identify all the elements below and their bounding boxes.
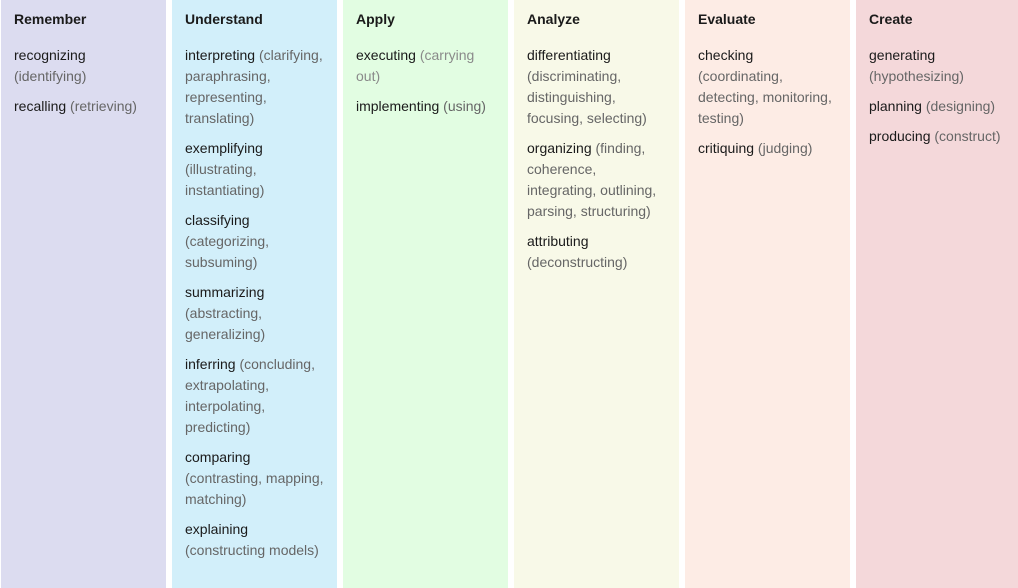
item-synonyms: (finding, coherence, integrating, outlin… [527, 140, 657, 219]
item-synonyms: (coordinating, detecting, monitoring, te… [698, 68, 832, 126]
column-remember: Remember recognizing (identifying) recal… [1, 0, 166, 588]
list-item: recalling (retrieving) [14, 96, 156, 117]
item-term: checking [698, 47, 754, 63]
list-item: producing (construct) [869, 126, 1011, 147]
list-item: comparing (contrasting, mapping, matchin… [185, 447, 327, 510]
column-title: Analyze [527, 11, 580, 27]
list-item: planning (designing) [869, 96, 1011, 117]
column-apply: Apply executing (carrying out) implement… [343, 0, 508, 588]
item-synonyms: (categorizing, subsuming) [185, 233, 270, 270]
column-title: Understand [185, 11, 263, 27]
list-item: inferring (concluding, extrapolating, in… [185, 354, 327, 438]
item-synonyms: (using) [443, 98, 486, 114]
item-term: recognizing [14, 47, 86, 63]
item-term: comparing [185, 449, 251, 465]
list-item: classifying (categorizing, subsuming) [185, 210, 327, 273]
item-term: interpreting [185, 47, 256, 63]
item-term: explaining [185, 521, 249, 537]
item-term: inferring [185, 356, 236, 372]
item-synonyms: (concluding, extrapolating, interpolatin… [185, 356, 315, 435]
column-title: Evaluate [698, 11, 756, 27]
item-synonyms: (carrying out) [356, 47, 475, 84]
list-item: critiquing (judging) [698, 138, 840, 159]
list-item: executing (carrying out) [356, 45, 498, 87]
list-item: exemplifying (illustrating, instantiatin… [185, 138, 327, 201]
list-item: implementing (using) [356, 96, 498, 117]
column-analyze: Analyze differentiating (discriminating,… [514, 0, 679, 588]
item-term: implementing [356, 98, 440, 114]
item-term: critiquing [698, 140, 755, 156]
item-synonyms: (contrasting, mapping, matching) [185, 470, 324, 507]
item-term: classifying [185, 212, 250, 228]
item-term: differentiating [527, 47, 611, 63]
item-synonyms: (discriminating, distinguishing, focusin… [527, 68, 647, 126]
item-synonyms: (judging) [757, 140, 813, 156]
item-synonyms: (retrieving) [70, 98, 137, 114]
list-item: explaining (constructing models) [185, 519, 327, 561]
item-synonyms: (deconstructing) [527, 254, 628, 270]
item-term: executing [356, 47, 416, 63]
column-evaluate: Evaluate checking (coordinating, detecti… [685, 0, 850, 588]
item-term: attributing [527, 233, 589, 249]
item-synonyms: (constructing models) [185, 542, 319, 558]
item-term: generating [869, 47, 936, 63]
item-synonyms: (designing) [925, 98, 996, 114]
item-term: summarizing [185, 284, 265, 300]
item-term: organizing [527, 140, 592, 156]
item-synonyms: (hypothesizing) [869, 68, 964, 84]
item-term: recalling [14, 98, 67, 114]
list-item: recognizing (identifying) [14, 45, 156, 87]
list-item: summarizing (abstracting, generalizing) [185, 282, 327, 345]
item-synonyms: (illustrating, instantiating) [185, 161, 265, 198]
list-item: organizing (finding, coherence, integrat… [527, 138, 669, 222]
item-synonyms: (identifying) [14, 68, 87, 84]
list-item: interpreting (clarifying, paraphrasing, … [185, 45, 327, 129]
item-synonyms: (abstracting, generalizing) [185, 305, 266, 342]
column-title: Create [869, 11, 913, 27]
item-term: producing [869, 128, 931, 144]
list-item: differentiating (discriminating, disting… [527, 45, 669, 129]
column-title: Apply [356, 11, 395, 27]
item-term: planning [869, 98, 922, 114]
item-synonyms: (construct) [934, 128, 1001, 144]
list-item: generating (hypothesizing) [869, 45, 1011, 87]
item-term: exemplifying [185, 140, 263, 156]
column-understand: Understand interpreting (clarifying, par… [172, 0, 337, 588]
list-item: attributing (deconstructing) [527, 231, 669, 273]
list-item: checking (coordinating, detecting, monit… [698, 45, 840, 129]
column-title: Remember [14, 11, 87, 27]
item-synonyms: (clarifying, paraphrasing, representing,… [185, 47, 323, 126]
column-create: Create generating (hypothesizing) planni… [856, 0, 1018, 588]
